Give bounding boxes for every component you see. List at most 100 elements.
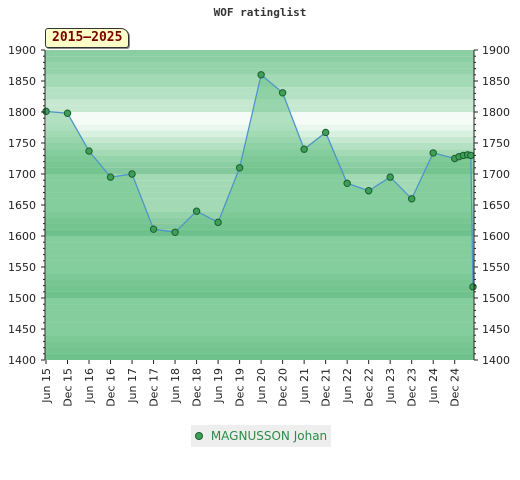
background-band (45, 248, 474, 255)
y-tick-label-right: 1450 (482, 323, 510, 336)
data-point (364, 187, 373, 195)
data-point (235, 164, 244, 172)
y-tick-label-right: 1400 (482, 354, 510, 367)
x-tick-label: Dec 18 (191, 368, 204, 407)
x-tick-label: Dec 23 (406, 368, 419, 407)
y-tick-label-left: 1400 (8, 354, 36, 367)
chart-title: WOF ratinglist (213, 6, 307, 19)
x-tick-label: Dec 19 (234, 368, 247, 407)
background-band (45, 273, 474, 280)
data-point (467, 151, 475, 160)
y-tick-label-left: 1650 (8, 199, 36, 212)
data-point (214, 218, 222, 227)
x-tick-label: Jun 16 (83, 368, 96, 404)
x-tick-label: Jun 21 (298, 368, 311, 404)
background-band (45, 180, 474, 187)
y-tick-label-left: 1850 (8, 75, 36, 88)
data-point (278, 89, 287, 97)
x-tick-label: Jun 17 (126, 368, 139, 404)
y-tick-label-left: 1800 (8, 106, 36, 119)
background-band (45, 223, 474, 230)
x-tick-label: Dec 20 (277, 368, 290, 407)
background-band (45, 174, 474, 181)
data-point (106, 173, 115, 181)
y-tick-label-left: 1500 (8, 292, 36, 305)
x-tick-label: Jun 22 (341, 368, 354, 404)
y-tick-label-left: 1900 (8, 44, 36, 57)
y-tick-label-left: 1550 (8, 261, 36, 274)
data-point (386, 173, 394, 181)
background-band (45, 217, 474, 224)
background-band (45, 99, 474, 106)
x-axis-labels: Jun 15 Dec 15 Jun 16 Dec 16 Jun 17 Dec 17 Jun … (40, 368, 462, 407)
x-tick-label: Dec 17 (148, 368, 161, 407)
background-band (45, 87, 474, 94)
background-band (45, 267, 474, 274)
background-band (45, 285, 474, 292)
legend[interactable]: MAGNUSSON Johan (191, 425, 331, 447)
y-tick-label-right: 1800 (482, 106, 510, 119)
data-point (149, 225, 158, 233)
data-point (300, 145, 308, 153)
data-point (85, 147, 93, 155)
background-band (45, 310, 474, 317)
background-band (45, 155, 474, 162)
background-band (45, 242, 474, 249)
legend-label: MAGNUSSON Johan (210, 429, 328, 443)
background-band (45, 205, 474, 212)
y-tick-label-right: 1550 (482, 261, 510, 274)
data-point (171, 228, 179, 236)
background-band (45, 93, 474, 100)
data-point (321, 128, 330, 137)
background-band (45, 143, 474, 150)
data-point (407, 195, 416, 203)
data-point (343, 179, 351, 188)
background-band (45, 105, 474, 112)
y-tick-label-left: 1750 (8, 137, 36, 150)
background-band (45, 186, 474, 193)
x-tick-label: Dec 22 (363, 368, 376, 407)
background-band (45, 161, 474, 168)
background-band (45, 304, 474, 311)
y-tick-label-right: 1700 (482, 168, 510, 181)
background-band (45, 136, 474, 143)
background-band (45, 316, 474, 323)
background-band (45, 347, 474, 354)
data-point (469, 283, 477, 291)
y-tick-label-left: 1450 (8, 323, 36, 336)
background-band (45, 236, 474, 243)
data-point (192, 207, 201, 215)
background-band (45, 322, 474, 329)
background-band (45, 167, 474, 174)
x-tick-label: Jun 19 (212, 368, 225, 404)
background-band (45, 254, 474, 261)
x-tick-label: Jun 23 (384, 368, 397, 404)
series-area (46, 74, 473, 361)
data-point (429, 149, 437, 157)
data-point (128, 170, 136, 178)
background-band (45, 118, 474, 125)
background-band (45, 229, 474, 236)
area-layer (46, 74, 473, 361)
background-band (45, 130, 474, 137)
background-band (45, 329, 474, 336)
period-badge: 2015–2025 (45, 28, 130, 48)
y-tick-label-right: 1600 (482, 230, 510, 243)
background-band (45, 335, 474, 342)
y-tick-label-right: 1850 (482, 75, 510, 88)
y-tick-label-right: 1750 (482, 137, 510, 150)
y-tick-label-right: 1500 (482, 292, 510, 305)
y-axis-right-labels: 1400 1450 1500 1550 1600 1650 1700 1750 1800 1850… (482, 44, 510, 367)
data-point (257, 71, 265, 79)
legend-marker (194, 432, 203, 440)
y-tick-label-left: 1600 (8, 230, 36, 243)
background-band (45, 112, 474, 119)
background-band (45, 62, 474, 69)
x-tick-label: Dec 24 (449, 368, 462, 407)
y-tick-label-right: 1650 (482, 199, 510, 212)
background-band (45, 192, 474, 199)
background-band (45, 211, 474, 218)
x-tick-label: Dec 21 (320, 368, 333, 407)
background-band (45, 298, 474, 305)
